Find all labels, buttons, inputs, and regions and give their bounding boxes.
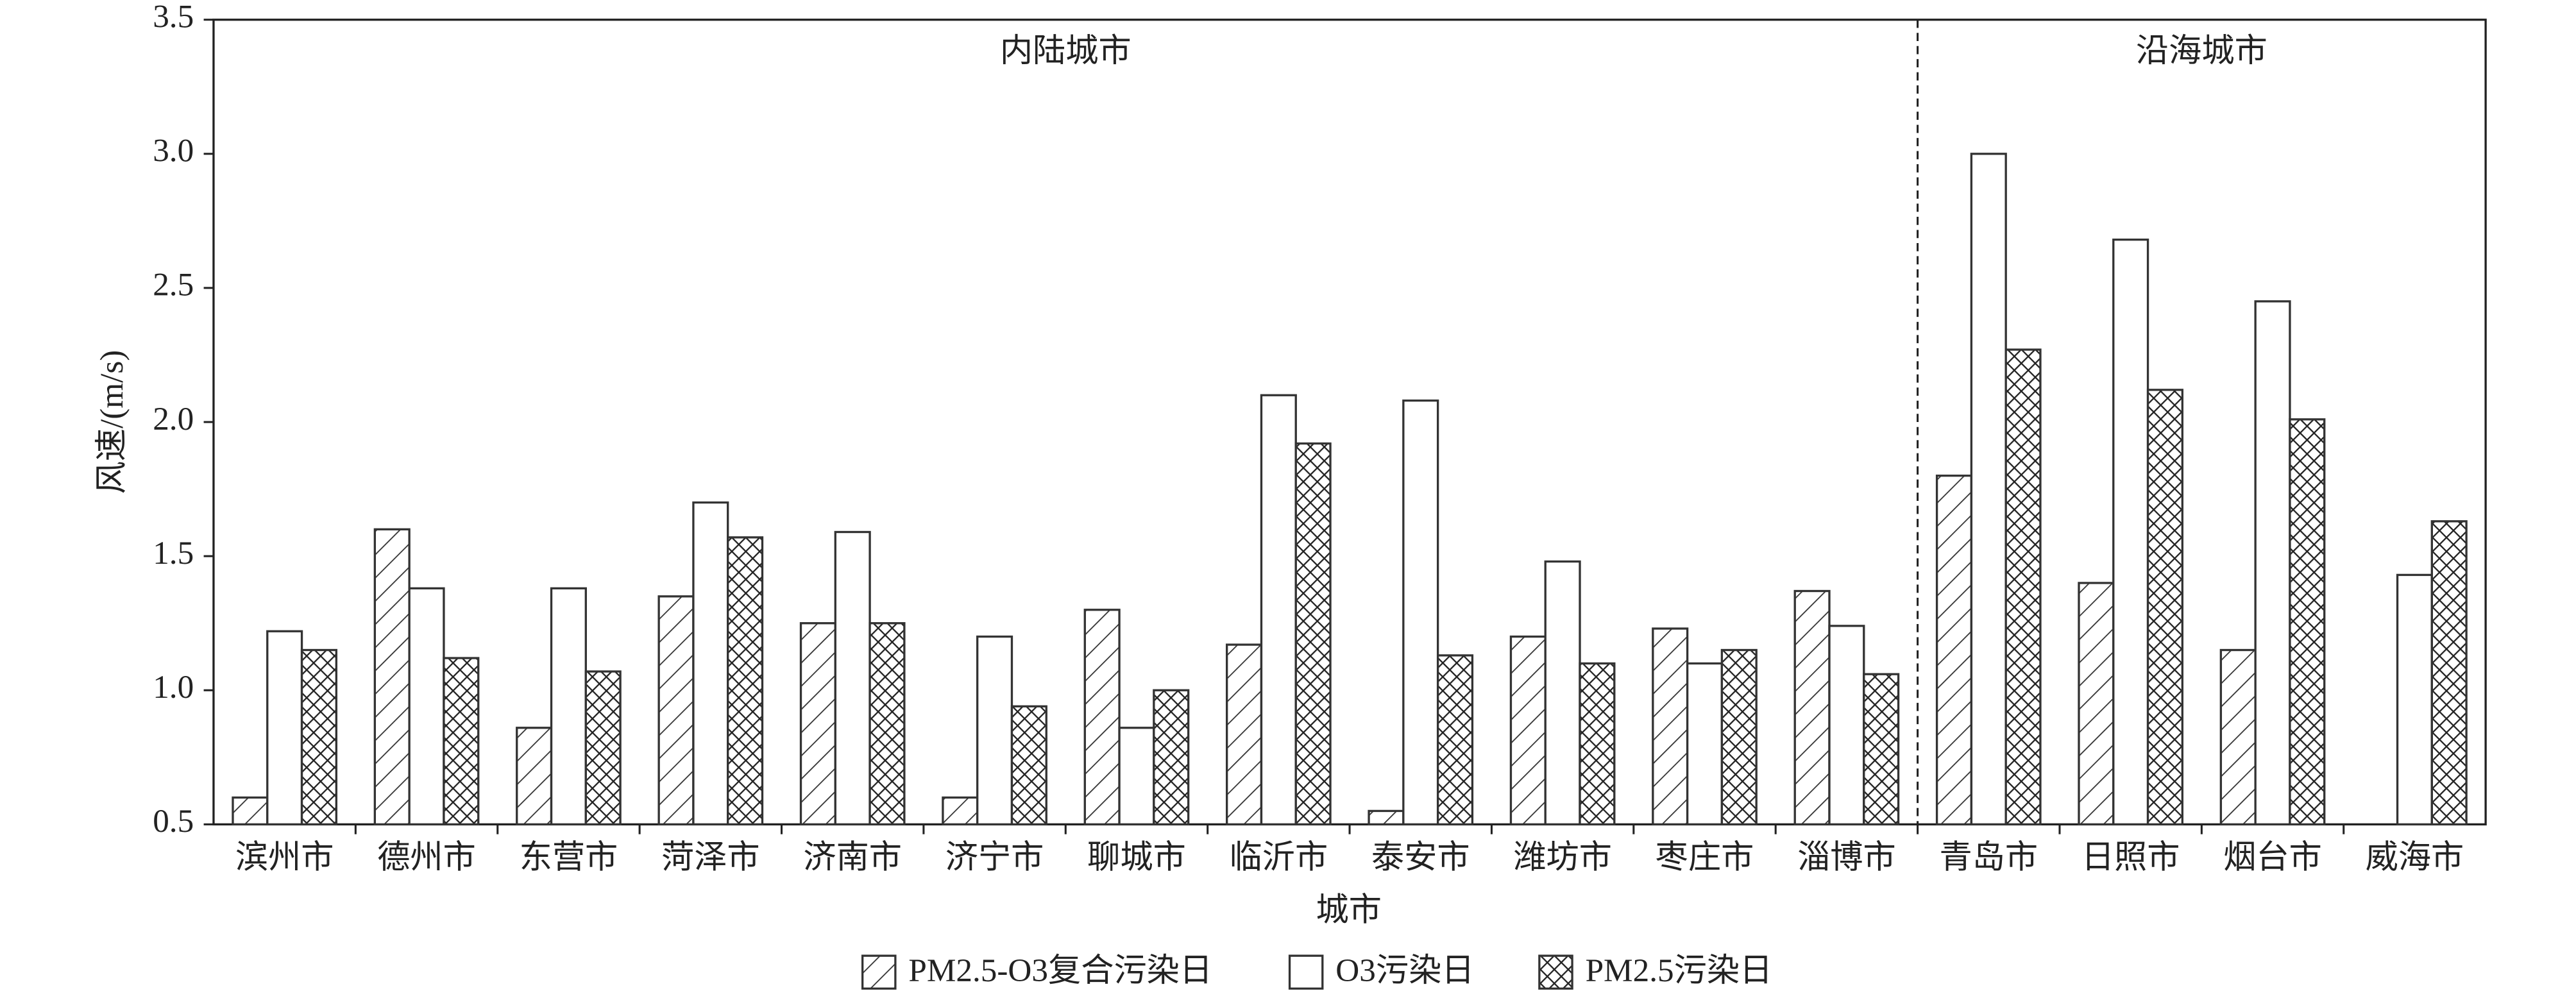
- bar: [1294, 442, 1332, 826]
- legend-label: PM2.5-O3复合污染日: [908, 952, 1212, 989]
- y-tick-label: 2.0: [153, 401, 194, 437]
- bar: [799, 622, 836, 826]
- x-tick-label: 日照市: [2081, 839, 2180, 875]
- x-axis-label: 城市: [1316, 891, 1382, 928]
- bar: [516, 727, 553, 826]
- bar: [1509, 635, 1546, 826]
- bar: [443, 657, 480, 826]
- legend-swatch: [861, 954, 897, 990]
- bar: [727, 536, 764, 826]
- region-label: 内陆城市: [1000, 33, 1131, 69]
- bar: [2219, 648, 2257, 826]
- legend-swatch: [1538, 954, 1573, 990]
- bar: [692, 501, 729, 826]
- x-tick-label: 东营市: [520, 839, 618, 875]
- y-tick-label: 3.0: [153, 133, 194, 169]
- bar: [1260, 394, 1297, 826]
- x-tick-label: 枣庄市: [1656, 839, 1754, 875]
- bar: [2430, 520, 2468, 826]
- bar: [300, 648, 337, 826]
- x-tick-label: 济宁市: [945, 839, 1044, 875]
- bar: [1828, 625, 1865, 826]
- bar: [2078, 582, 2115, 826]
- bar: [1010, 705, 1047, 826]
- bar: [1368, 809, 1405, 826]
- bar: [1083, 609, 1121, 826]
- legend-swatch: [1288, 954, 1324, 990]
- bar: [1652, 627, 1689, 826]
- bar: [1436, 654, 1474, 826]
- bar: [942, 796, 979, 826]
- bar: [2254, 300, 2291, 826]
- x-tick-label: 烟台市: [2223, 839, 2322, 875]
- x-tick-label: 菏泽市: [661, 839, 760, 875]
- x-tick-label: 淄博市: [1797, 839, 1896, 875]
- bar: [657, 595, 695, 826]
- x-tick-label: 聊城市: [1087, 839, 1186, 875]
- bar: [1402, 399, 1439, 826]
- y-axis-label: 风速/(m/s): [94, 350, 130, 494]
- x-tick-label: 济南市: [803, 839, 902, 875]
- x-tick-label: 潍坊市: [1513, 839, 1612, 875]
- legend-label: PM2.5污染日: [1586, 952, 1773, 989]
- bar: [408, 587, 445, 826]
- x-tick-label: 滨州市: [235, 839, 334, 875]
- x-tick-label: 青岛市: [1939, 839, 2038, 875]
- bar: [1226, 643, 1263, 826]
- x-tick-label: 德州市: [377, 839, 476, 875]
- bar: [1793, 589, 1831, 826]
- y-tick-label: 1.0: [153, 669, 194, 705]
- bar: [266, 630, 303, 826]
- region-label: 沿海城市: [2136, 33, 2267, 69]
- y-tick-label: 1.5: [153, 535, 194, 571]
- x-tick-label: 泰安市: [1371, 839, 1470, 875]
- bar: [2112, 238, 2149, 826]
- bar: [2146, 389, 2184, 826]
- bar: [584, 670, 622, 826]
- bar: [232, 796, 269, 826]
- bar: [1863, 673, 1900, 826]
- x-tick-label: 威海市: [2366, 839, 2464, 875]
- bar: [1118, 727, 1155, 826]
- bar: [1686, 662, 1724, 826]
- bar: [2004, 348, 2042, 826]
- bar: [1544, 560, 1581, 826]
- bar: [1579, 662, 1616, 826]
- x-tick-label: 临沂市: [1230, 839, 1328, 875]
- bar: [1970, 153, 2007, 826]
- bar: [1720, 648, 1758, 826]
- bar: [834, 530, 871, 826]
- y-tick-label: 2.5: [153, 267, 194, 303]
- legend-label: O3污染日: [1335, 952, 1474, 989]
- bar: [976, 635, 1013, 826]
- bar: [869, 622, 906, 826]
- bar: [2396, 573, 2433, 826]
- bar: [2289, 418, 2326, 826]
- bar: [373, 528, 411, 826]
- y-tick-label: 0.5: [153, 803, 194, 840]
- bar: [1935, 475, 1973, 826]
- bar: [550, 587, 587, 826]
- bar: [1153, 689, 1190, 826]
- y-tick-label: 3.5: [153, 0, 194, 35]
